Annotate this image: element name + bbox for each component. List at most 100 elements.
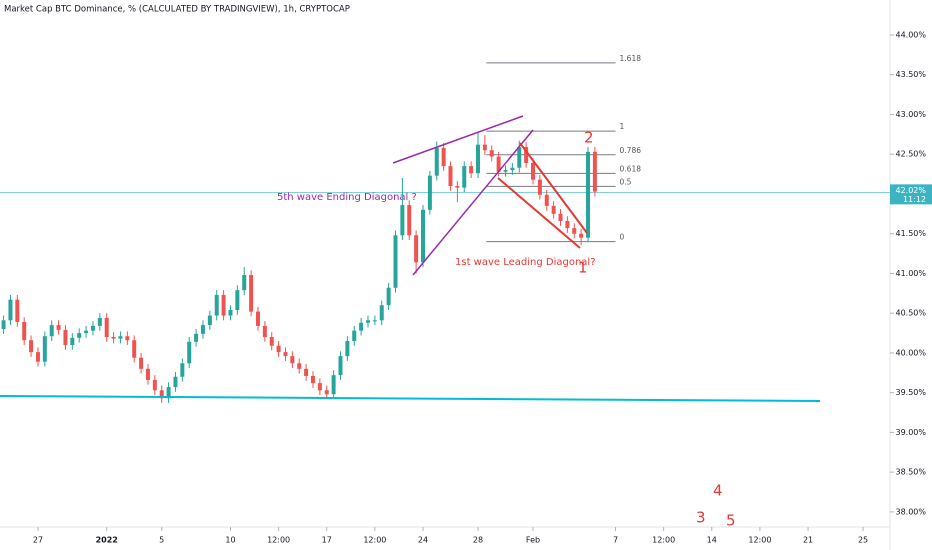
candle-body bbox=[194, 333, 199, 342]
candle-body bbox=[152, 379, 157, 391]
candle-body bbox=[386, 287, 391, 306]
candle-body bbox=[359, 322, 364, 331]
candle-body bbox=[84, 330, 89, 334]
candle-body bbox=[592, 151, 597, 192]
candle-body bbox=[531, 162, 536, 180]
fib-label: 1 bbox=[620, 122, 625, 131]
candle-body bbox=[228, 310, 233, 316]
y-tick-label: 40.50% bbox=[895, 309, 926, 318]
candle-body bbox=[310, 375, 315, 384]
candle-body bbox=[90, 325, 95, 331]
candle-body bbox=[180, 363, 185, 377]
candle-body bbox=[22, 321, 27, 341]
y-tick-label: 39.50% bbox=[895, 388, 926, 397]
candle-body bbox=[111, 337, 116, 339]
x-tick-label: 12:00 bbox=[363, 536, 386, 545]
candle-body bbox=[414, 235, 419, 263]
candle-body bbox=[159, 390, 164, 399]
wave-label: 5 bbox=[726, 512, 736, 530]
candle-body bbox=[139, 357, 144, 369]
candle-body bbox=[482, 144, 487, 151]
candle-body bbox=[283, 352, 288, 357]
wave-label: 4 bbox=[713, 482, 723, 500]
candle-body bbox=[551, 205, 556, 214]
candle-body bbox=[503, 170, 508, 172]
candle-body bbox=[352, 330, 357, 341]
candle-body bbox=[579, 233, 584, 238]
candle-body bbox=[290, 356, 295, 364]
x-tick-label: 12:00 bbox=[267, 536, 290, 545]
candle-body bbox=[8, 299, 13, 321]
candle-body bbox=[63, 329, 68, 345]
fib-label: 0.5 bbox=[620, 177, 632, 186]
diagonal-upper bbox=[392, 115, 524, 164]
wave-label: 3 bbox=[696, 509, 706, 527]
candle-body bbox=[297, 363, 302, 369]
candle-body bbox=[469, 166, 474, 174]
candle-body bbox=[455, 186, 460, 188]
candle-body bbox=[242, 275, 247, 291]
candle-body bbox=[345, 341, 350, 357]
candle-body bbox=[558, 213, 563, 221]
candle-body bbox=[586, 151, 591, 238]
x-tick-label: 12:00 bbox=[748, 536, 771, 545]
drawings bbox=[0, 115, 821, 402]
candle-body bbox=[462, 166, 467, 188]
candle-body bbox=[29, 340, 34, 353]
candle-body bbox=[489, 150, 494, 157]
candle-body bbox=[276, 345, 281, 353]
fib-label: 0.618 bbox=[620, 164, 642, 173]
last-price-label: 42.02% bbox=[895, 186, 926, 195]
y-tick-label: 43.00% bbox=[895, 110, 926, 119]
candle-body bbox=[427, 175, 432, 210]
x-tick-label: 25 bbox=[858, 536, 868, 545]
x-tick-label: 7 bbox=[613, 536, 618, 545]
wave-label: 2 bbox=[584, 129, 594, 147]
candle-body bbox=[365, 320, 370, 323]
last-price-box bbox=[890, 184, 932, 205]
candle-body bbox=[510, 167, 515, 171]
candle-body bbox=[118, 336, 123, 339]
y-tick-label: 44.00% bbox=[895, 30, 926, 39]
candle-body bbox=[1, 320, 6, 330]
candle-body bbox=[145, 368, 150, 380]
candle-body bbox=[235, 290, 240, 310]
candle-body bbox=[496, 156, 501, 172]
candle-body bbox=[420, 209, 425, 263]
x-tick-label: 21 bbox=[803, 536, 813, 545]
countdown: 11:12 bbox=[903, 195, 926, 204]
x-tick-label: 27 bbox=[33, 536, 43, 545]
fib-label: 0.786 bbox=[620, 146, 642, 155]
candle-body bbox=[125, 336, 130, 341]
wave-label: 1 bbox=[578, 259, 588, 277]
candle-body bbox=[221, 294, 226, 316]
y-tick-label: 38.00% bbox=[895, 507, 926, 516]
candle-body bbox=[187, 341, 192, 364]
candle-body bbox=[132, 340, 137, 358]
candle-body bbox=[255, 311, 260, 326]
x-tick-label: 24 bbox=[418, 536, 428, 545]
candle-body bbox=[572, 228, 577, 234]
candle-body bbox=[448, 166, 453, 186]
candle-body bbox=[537, 179, 542, 195]
candle-body bbox=[200, 325, 205, 334]
candle-body bbox=[338, 356, 343, 376]
y-tick-label: 41.50% bbox=[895, 229, 926, 238]
candle-body bbox=[269, 337, 274, 346]
annotation: 1st wave Leading Diagonal? bbox=[455, 257, 596, 268]
x-tick-label: 28 bbox=[473, 536, 483, 545]
x-tick-label: 14 bbox=[707, 536, 717, 545]
candle-body bbox=[15, 299, 20, 322]
channel-upper bbox=[519, 142, 588, 234]
chart-title: Market Cap BTC Dominance, % (CALCULATED … bbox=[4, 5, 350, 15]
candle-body bbox=[304, 368, 309, 376]
candle-body bbox=[317, 383, 322, 391]
x-tick-label: 12:00 bbox=[652, 536, 675, 545]
candle-body bbox=[97, 317, 102, 326]
y-tick-label: 42.50% bbox=[895, 150, 926, 159]
y-tick-label: 43.50% bbox=[895, 70, 926, 79]
fib-label: 1.618 bbox=[620, 54, 642, 63]
candle-body bbox=[104, 317, 109, 338]
